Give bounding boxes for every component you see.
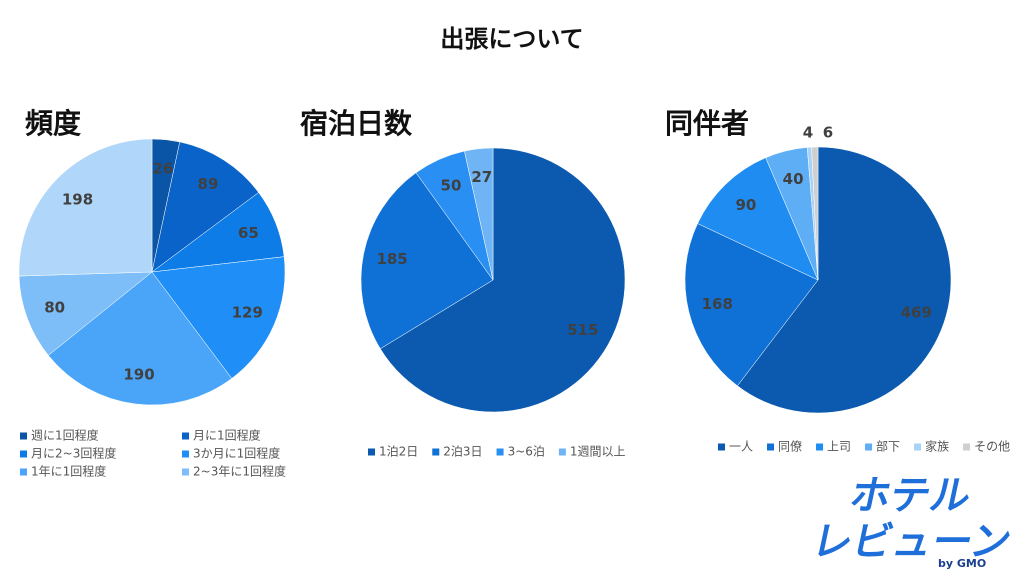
legend-swatch	[182, 468, 189, 476]
page-title: 出張について	[440, 25, 583, 53]
pie-slice	[360, 172, 494, 350]
pie-slice	[697, 157, 819, 281]
data-label: 89	[198, 175, 219, 193]
data-label: 515	[567, 321, 598, 339]
legend-label: その他	[974, 440, 1010, 454]
data-label: 27	[471, 168, 492, 186]
legend-swatch	[914, 443, 922, 451]
legend-label: 3か月に1回程度	[193, 446, 280, 461]
legend-swatch	[182, 450, 189, 458]
chart-title: 宿泊日数	[300, 107, 413, 140]
legend-label: 2泊3日	[443, 445, 482, 459]
legend-swatch	[718, 443, 725, 451]
pie-slice	[737, 146, 952, 414]
legend-label: 2~3年に1回程度	[193, 464, 286, 479]
chart-title: 同伴者	[665, 107, 749, 140]
pie-slice	[379, 147, 626, 413]
legend-label: 1泊2日	[379, 445, 418, 459]
legend-swatch	[816, 443, 824, 451]
data-label: 50	[441, 177, 462, 195]
pie-slice	[151, 256, 286, 379]
pie-slice	[48, 271, 233, 406]
legend-label: 月に2~3回程度	[31, 446, 116, 461]
data-label: 185	[376, 250, 407, 268]
legend-label: 1年に1回程度	[31, 464, 106, 479]
pie-slice	[18, 138, 153, 277]
legend-swatch	[558, 448, 566, 456]
pie-slice	[684, 223, 819, 387]
legend-swatch	[865, 443, 873, 451]
data-label: 129	[232, 304, 263, 322]
legend-swatch	[20, 432, 27, 440]
logo-line2: レビューン	[808, 517, 1016, 564]
legend-label: 3~6泊	[508, 445, 545, 459]
legend-swatch	[963, 443, 971, 451]
data-label: 80	[44, 298, 65, 316]
data-label: 65	[238, 224, 259, 242]
data-label: 6	[823, 124, 833, 142]
data-label: 190	[123, 365, 154, 383]
data-label: 198	[62, 190, 93, 208]
legend-label: 家族	[925, 439, 949, 454]
data-label: 4	[803, 124, 813, 142]
legend-label: 週に1回程度	[31, 428, 99, 443]
legend-label: 同僚	[778, 439, 802, 454]
legend-label: 一人	[729, 440, 753, 454]
logo: ホテル レビューン	[808, 471, 1016, 564]
pie-slice	[811, 146, 819, 281]
legend-swatch	[496, 448, 504, 456]
data-label: 90	[735, 196, 756, 214]
legend-label: 月に1回程度	[193, 428, 261, 443]
pie-slice	[151, 141, 259, 273]
data-label: 40	[783, 170, 804, 188]
legend-swatch	[20, 468, 27, 476]
legend-swatch	[182, 432, 189, 440]
data-label: 26	[152, 159, 173, 177]
legend-swatch	[368, 448, 375, 456]
legend-label: 上司	[827, 440, 851, 454]
legend-swatch	[432, 448, 440, 456]
legend-label: 部下	[876, 439, 900, 454]
data-label: 469	[901, 304, 932, 322]
logo-by: by GMO	[938, 557, 986, 570]
logo-line1: ホテル	[846, 471, 976, 518]
data-label: 168	[702, 295, 733, 313]
pie-slice	[464, 147, 494, 281]
pie-slice	[18, 271, 153, 356]
legend-label: 1週間以上	[570, 445, 626, 459]
chart-title: 頻度	[25, 107, 81, 140]
legend-swatch	[20, 450, 27, 458]
legend-swatch	[767, 443, 775, 451]
